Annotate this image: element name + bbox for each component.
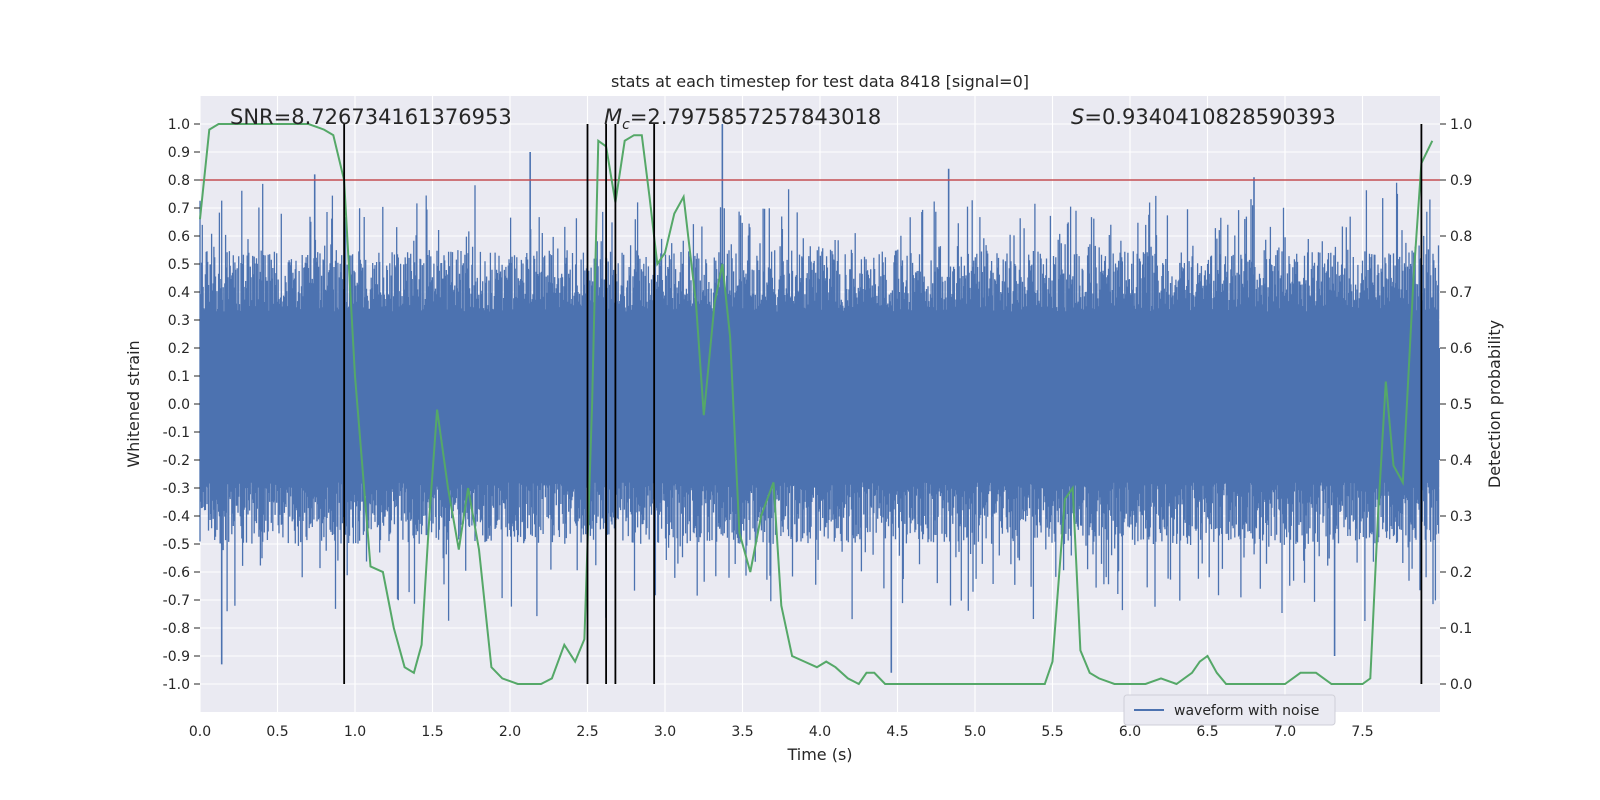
y2-tick-label: 0.1 <box>1450 621 1472 637</box>
x-tick-label: 0.0 <box>189 724 211 740</box>
chirp-mass-symbol: M <box>604 105 622 129</box>
x-tick-label: 7.5 <box>1351 724 1373 740</box>
x-axis-label: Time (s) <box>786 745 852 764</box>
x-axis-ticks: 0.0 0.5 1.0 1.5 2.0 2.5 3.0 3.5 4.0 4.5 5.0 5.5 6.0 6… <box>189 724 1374 740</box>
probability-line <box>199 123 1434 686</box>
y-tick-label: 0.6 <box>168 229 190 245</box>
y-axis-ticks: 1.0 0.9 0.8 0.7 0.6 0.5 0.4 0.3 0.2 0.1 0.0 -0.1 -0.… <box>163 117 200 693</box>
x-tick-label: 3.5 <box>731 724 753 740</box>
y-tick-label: 0.0 <box>168 397 190 413</box>
y2-tick-label: 0.9 <box>1450 173 1472 189</box>
chirp-mass-annotation: Mc=2.7975857257843018 <box>604 105 881 133</box>
x-tick-label: 1.5 <box>421 724 443 740</box>
y-tick-label: -0.8 <box>163 621 190 637</box>
y2-tick-label: 1.0 <box>1450 117 1472 133</box>
x-tick-label: 2.0 <box>499 724 521 740</box>
y-tick-label: -0.6 <box>163 565 190 581</box>
y2-tick-label: 0.2 <box>1450 565 1472 581</box>
y2-tick-label: 0.5 <box>1450 397 1472 413</box>
y-tick-label: 0.9 <box>168 145 190 161</box>
y-axis-label: Whitened strain <box>124 340 143 467</box>
x-tick-label: 7.0 <box>1274 724 1296 740</box>
y-tick-label: 0.7 <box>168 201 190 217</box>
y2-tick-label: 0.7 <box>1450 285 1472 301</box>
x-tick-label: 6.5 <box>1196 724 1218 740</box>
chart-title: stats at each timestep for test data 841… <box>611 72 1029 91</box>
s-annotation: S=0.9340410828590393 <box>1071 105 1336 129</box>
x-tick-label: 4.0 <box>809 724 831 740</box>
y-tick-label: 0.1 <box>168 369 190 385</box>
y-tick-label: 0.8 <box>168 173 190 189</box>
y2-tick-label: 0.3 <box>1450 509 1472 525</box>
x-tick-label: 1.0 <box>344 724 366 740</box>
probability-series <box>199 123 1434 686</box>
x-tick-label: 5.5 <box>1041 724 1063 740</box>
y-tick-label: -0.9 <box>163 649 190 665</box>
y-tick-label: -0.1 <box>163 425 190 441</box>
vertical-markers <box>343 124 1423 684</box>
y-tick-label: -0.2 <box>163 453 190 469</box>
y2-axis-label: Detection probability <box>1485 320 1504 488</box>
legend: waveform with noise <box>1123 694 1336 726</box>
y-tick-label: -0.7 <box>163 593 190 609</box>
waveform-series <box>199 124 1440 673</box>
waveform-line <box>199 182 1440 621</box>
y2-tick-label: 0.4 <box>1450 453 1472 469</box>
y-tick-label: -0.4 <box>163 509 190 525</box>
x-tick-label: 6.0 <box>1119 724 1141 740</box>
y-tick-label: -0.3 <box>163 481 190 497</box>
y-tick-label: 0.2 <box>168 341 190 357</box>
y2-tick-label: 0.0 <box>1450 677 1472 693</box>
legend-label: waveform with noise <box>1174 703 1319 719</box>
y-tick-label: 0.5 <box>168 257 190 273</box>
y2-axis-ticks: 1.0 0.9 0.8 0.7 0.6 0.5 0.4 0.3 0.2 0.1 0.0 <box>1440 117 1472 693</box>
y-tick-label: 0.3 <box>168 313 190 329</box>
legend-box <box>1123 694 1336 726</box>
x-tick-label: 0.5 <box>266 724 288 740</box>
s-value: =0.9340410828590393 <box>1084 105 1335 129</box>
y-tick-label: 0.4 <box>168 285 190 301</box>
x-tick-label: 2.5 <box>576 724 598 740</box>
s-symbol: S <box>1071 105 1084 129</box>
snr-annotation: SNR=8.726734161376953 <box>230 105 512 129</box>
x-tick-label: 4.5 <box>886 724 908 740</box>
chirp-mass-subscript: c <box>622 117 630 133</box>
y-tick-label: -1.0 <box>163 677 190 693</box>
y2-tick-label: 0.6 <box>1450 341 1472 357</box>
y-tick-label: 1.0 <box>168 117 190 133</box>
y-tick-label: -0.5 <box>163 537 190 553</box>
y2-tick-label: 0.8 <box>1450 229 1472 245</box>
x-tick-label: 5.0 <box>964 724 986 740</box>
x-tick-label: 3.0 <box>654 724 676 740</box>
chirp-mass-value: =2.7975857257843018 <box>630 105 881 129</box>
